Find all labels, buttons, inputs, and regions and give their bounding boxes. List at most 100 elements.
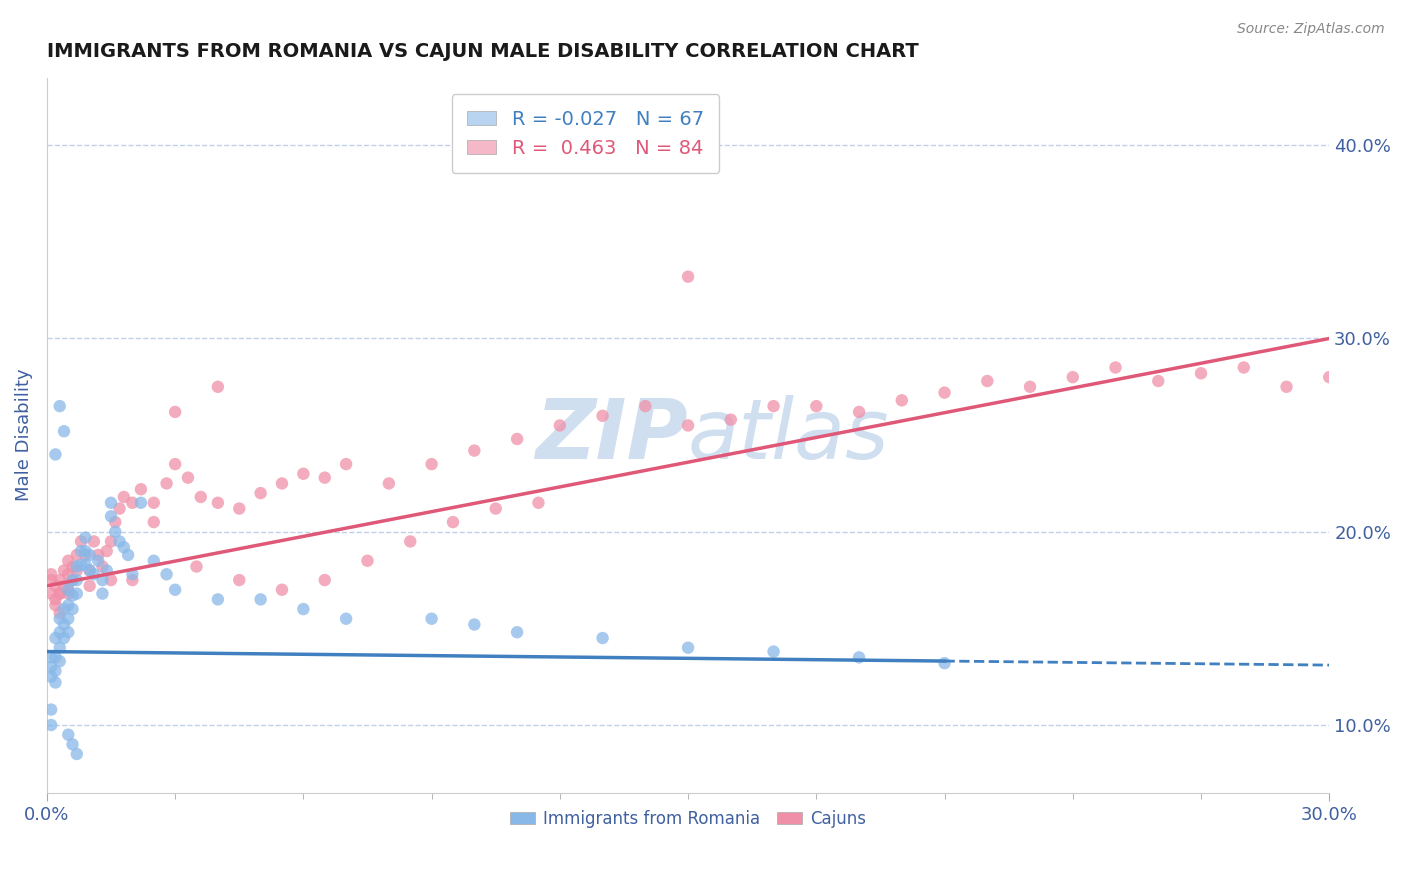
Point (66, 559, 89, 574)
Point (66, 586, 89, 600)
Point (100, 509, 122, 524)
Point (48, 625, 70, 640)
Point (48, 586, 70, 600)
Point (676, 640, 699, 655)
Point (155, 567, 177, 582)
Point (117, 548, 139, 562)
Point (165, 457, 187, 471)
Point (70, 534, 93, 549)
Point (53, 617, 76, 632)
Point (79, 548, 101, 562)
Point (79, 579, 101, 593)
Point (1104, 360, 1126, 375)
Point (39, 586, 62, 600)
Point (506, 625, 529, 640)
Point (249, 592, 271, 607)
Point (129, 496, 152, 510)
Point (142, 515, 165, 529)
Point (58, 625, 80, 640)
Point (75, 548, 97, 562)
Point (39, 670, 62, 684)
Point (96, 563, 118, 577)
Point (108, 534, 131, 549)
Point (44, 447, 66, 461)
Point (142, 554, 165, 568)
Point (58, 598, 80, 612)
Point (44, 631, 66, 645)
Point (53, 579, 76, 593)
Point (676, 269, 699, 284)
Point (934, 385, 956, 400)
Point (48, 399, 70, 413)
Point (48, 586, 70, 600)
Point (506, 432, 529, 446)
Point (848, 405, 870, 419)
Point (186, 559, 208, 574)
Point (104, 515, 127, 529)
Point (87, 554, 110, 568)
Point (112, 490, 135, 504)
Point (228, 573, 250, 587)
Point (75, 558, 97, 572)
Point (87, 548, 110, 562)
Point (142, 496, 165, 510)
Point (1062, 370, 1084, 384)
Point (527, 496, 550, 510)
Point (39, 650, 62, 665)
Point (378, 476, 401, 491)
Point (104, 524, 127, 539)
Point (271, 582, 294, 597)
Point (314, 470, 336, 484)
Point (165, 582, 187, 597)
Point (399, 534, 422, 549)
Point (292, 467, 315, 481)
Point (91, 559, 114, 574)
Point (1275, 380, 1298, 394)
Point (39, 567, 62, 582)
Point (66, 548, 89, 562)
Point (177, 470, 200, 484)
Point (91, 586, 114, 600)
Point (58, 554, 80, 568)
Point (53, 631, 76, 645)
Point (58, 728, 80, 742)
Point (44, 664, 66, 678)
Point (463, 443, 485, 458)
Point (112, 540, 135, 554)
Point (271, 476, 294, 491)
Point (48, 640, 70, 655)
Point (762, 399, 785, 413)
Point (53, 602, 76, 616)
Point (44, 675, 66, 690)
Point (121, 496, 143, 510)
Text: IMMIGRANTS FROM ROMANIA VS CAJUN MALE DISABILITY CORRELATION CHART: IMMIGRANTS FROM ROMANIA VS CAJUN MALE DI… (46, 42, 918, 61)
Point (58, 582, 80, 597)
Point (48, 654, 70, 668)
Point (762, 644, 785, 658)
Point (100, 496, 122, 510)
Point (976, 374, 998, 388)
Point (79, 563, 101, 577)
Point (62, 573, 84, 587)
Point (934, 656, 956, 670)
Point (121, 567, 143, 582)
Point (1317, 370, 1340, 384)
Point (1147, 374, 1170, 388)
Point (129, 482, 152, 496)
Point (66, 563, 89, 577)
Point (592, 631, 614, 645)
Point (165, 405, 187, 419)
Point (155, 476, 177, 491)
Point (890, 393, 912, 408)
Point (62, 602, 84, 616)
Point (720, 412, 742, 426)
Point (485, 501, 508, 516)
Point (39, 718, 62, 732)
Point (75, 544, 97, 558)
Point (335, 612, 357, 626)
Point (207, 380, 229, 394)
Point (314, 573, 336, 587)
Point (83, 534, 105, 549)
Point (62, 573, 84, 587)
Point (121, 573, 143, 587)
